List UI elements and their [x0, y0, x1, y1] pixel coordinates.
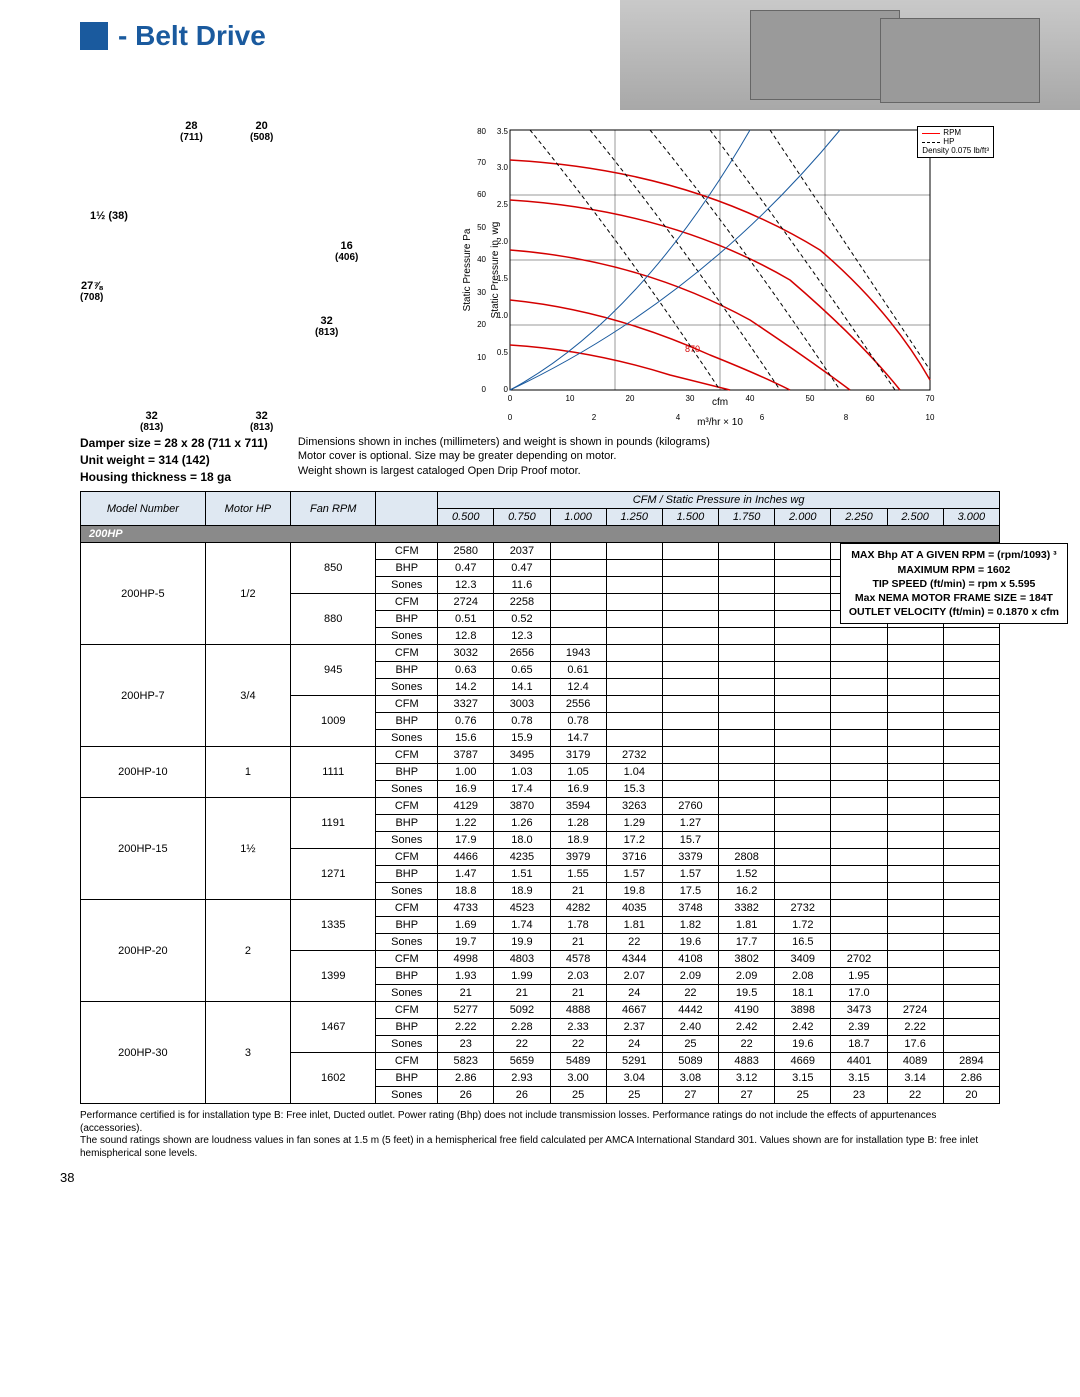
chart-svg: Static Pressure Pa Static Pressure in. w…	[440, 120, 1000, 430]
damper-size: Damper size = 28 x 28 (711 x 711)	[80, 435, 268, 452]
model-cell: 200HP-15	[81, 798, 206, 900]
svg-text:cfm: cfm	[712, 397, 728, 408]
svg-text:30: 30	[477, 288, 486, 297]
fan-curve-chart: Static Pressure Pa Static Pressure in. w…	[440, 120, 1000, 430]
chart-legend: RPM HP Density 0.075 lb/ft³	[917, 126, 994, 158]
col-span: CFM / Static Pressure in Inches wg	[438, 492, 1000, 509]
svg-text:2: 2	[592, 413, 597, 422]
spec-lines: Damper size = 28 x 28 (711 x 711) Unit w…	[0, 435, 1080, 491]
svg-text:870: 870	[685, 344, 700, 354]
col-hp: Motor HP	[205, 492, 290, 526]
svg-text:8: 8	[844, 413, 849, 422]
svg-text:20: 20	[477, 320, 486, 329]
svg-text:Static Pressure Pa: Static Pressure Pa	[462, 228, 473, 311]
svg-text:0.5: 0.5	[497, 348, 509, 357]
model-cell: 200HP-30	[81, 1002, 206, 1104]
svg-text:10: 10	[566, 394, 575, 403]
formula-box: MAX Bhp AT A GIVEN RPM = (rpm/1093) ³ MA…	[840, 543, 1068, 624]
product-photo	[620, 0, 1080, 110]
svg-text:6: 6	[760, 413, 765, 422]
svg-text:1.0: 1.0	[497, 311, 509, 320]
svg-text:0: 0	[482, 385, 487, 394]
svg-text:20: 20	[626, 394, 635, 403]
svg-text:2.0: 2.0	[497, 237, 509, 246]
footnotes: Performance certified is for installatio…	[0, 1104, 1080, 1170]
svg-text:70: 70	[926, 394, 935, 403]
svg-text:40: 40	[477, 255, 486, 264]
svg-text:60: 60	[477, 190, 486, 199]
model-cell: 200HP-10	[81, 747, 206, 798]
svg-text:3.0: 3.0	[497, 163, 509, 172]
unit-weight: Unit weight = 314 (142)	[80, 452, 268, 469]
svg-text:0: 0	[508, 413, 513, 422]
model-cell: 200HP-20	[81, 900, 206, 1002]
header: - Belt Drive	[0, 0, 1080, 110]
svg-text:3.5: 3.5	[497, 127, 509, 136]
svg-text:30: 30	[686, 394, 695, 403]
housing-thickness: Housing thickness = 18 ga	[80, 469, 268, 486]
svg-text:10: 10	[926, 413, 935, 422]
brand-icon	[80, 22, 108, 50]
model-cell: 200HP-5	[81, 543, 206, 645]
svg-text:2.5: 2.5	[497, 200, 509, 209]
dimensions-diagram: 28(711) 20(508) 1½ (38) 27⅞(708) 16(406)…	[80, 120, 420, 430]
page-title: - Belt Drive	[118, 20, 266, 52]
svg-text:60: 60	[866, 394, 875, 403]
svg-text:80: 80	[477, 127, 486, 136]
svg-text:50: 50	[806, 394, 815, 403]
page-number: 38	[0, 1170, 1080, 1197]
svg-text:1.5: 1.5	[497, 274, 509, 283]
col-rpm: Fan RPM	[291, 492, 376, 526]
svg-text:4: 4	[676, 413, 681, 422]
svg-text:0: 0	[508, 394, 513, 403]
svg-text:40: 40	[746, 394, 755, 403]
svg-text:10: 10	[477, 353, 486, 362]
title-area: - Belt Drive	[0, 0, 620, 52]
svg-text:50: 50	[477, 223, 486, 232]
svg-text:m³/hr × 10: m³/hr × 10	[697, 417, 743, 428]
col-model: Model Number	[81, 492, 206, 526]
model-cell: 200HP-7	[81, 645, 206, 747]
svg-text:0: 0	[504, 385, 509, 394]
svg-text:70: 70	[477, 158, 486, 167]
